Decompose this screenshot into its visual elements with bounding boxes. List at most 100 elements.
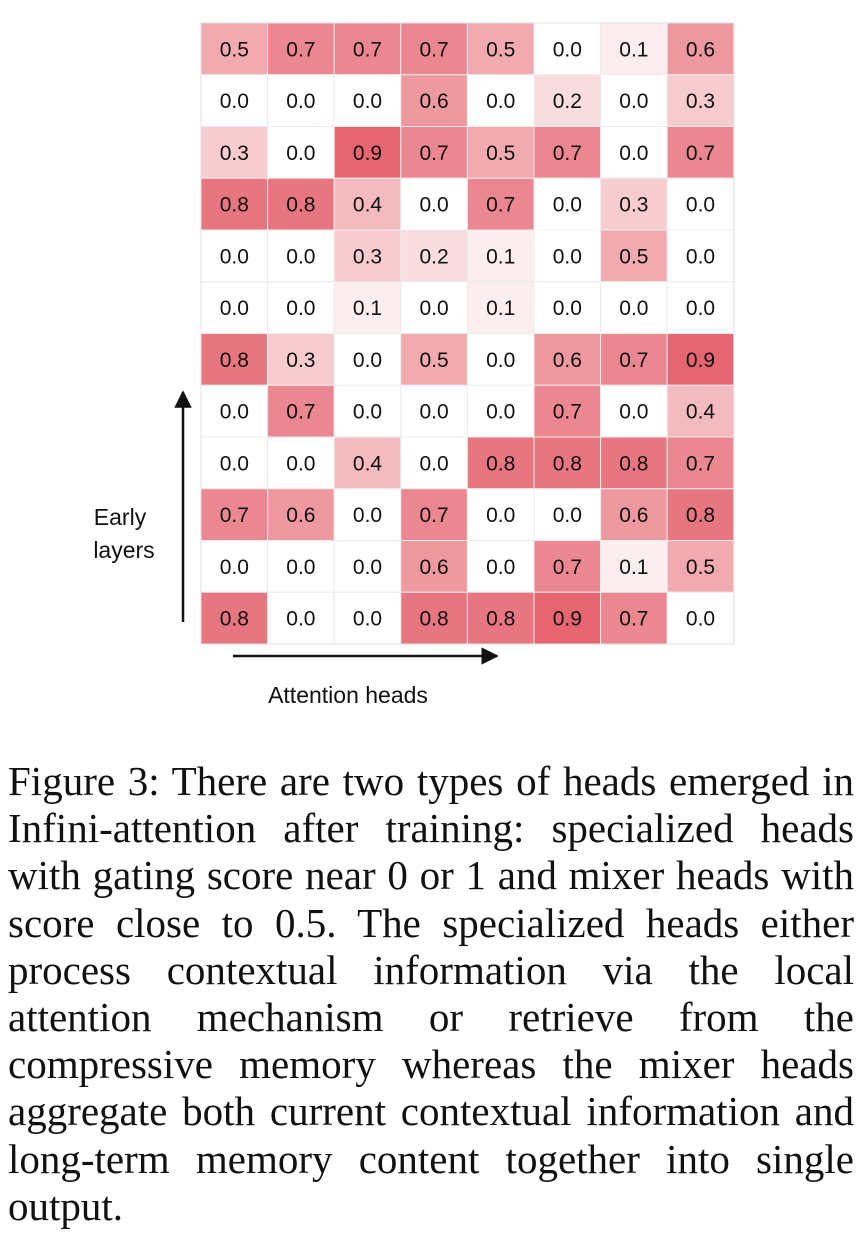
heatmap-value-label: 0.7 xyxy=(486,194,515,217)
heatmap-cell-r3-c6 xyxy=(533,126,602,179)
heatmap-cell-r9-c2 xyxy=(267,436,335,490)
heatmap-cell-r7-c7 xyxy=(600,333,668,386)
heatmap-cell-r12-c4 xyxy=(400,591,468,645)
heatmap-value-label: 0.7 xyxy=(419,504,448,527)
heatmap-value-label: 0.3 xyxy=(619,194,648,217)
heatmap-value-label: 0.0 xyxy=(286,556,315,579)
heatmap-value-label: 0.0 xyxy=(286,90,315,113)
heatmap-value-label: 0.0 xyxy=(220,297,249,320)
heatmap-value-label: 0.8 xyxy=(486,608,515,631)
heatmap-cell-r6-c5 xyxy=(466,281,535,334)
heatmap-value-label: 0.8 xyxy=(220,194,249,217)
heatmap-value-label: 0.0 xyxy=(220,452,249,475)
heatmap-cell-r12-c8 xyxy=(666,591,735,645)
heatmap-cell-r8-c4 xyxy=(400,384,468,438)
heatmap-value-label: 0.3 xyxy=(286,349,315,372)
heatmap-value-label: 0.0 xyxy=(220,90,249,113)
heatmap-value-label: 0.7 xyxy=(419,38,448,61)
heatmap-value-label: 0.0 xyxy=(553,38,582,61)
heatmap-value-label: 0.0 xyxy=(286,297,315,320)
y-axis-label-line-1: Early xyxy=(94,504,147,530)
heatmap-value-label: 0.0 xyxy=(419,194,448,217)
heatmap-value-label: 0.0 xyxy=(553,194,582,217)
figure-caption: Figure 3: There are two types of heads e… xyxy=(8,758,854,1229)
heatmap-value-label: 0.0 xyxy=(419,401,448,424)
heatmap-cell-r8-c7 xyxy=(600,384,668,438)
heatmap-value-label: 0.7 xyxy=(419,142,448,165)
heatmap-value-label: 0.0 xyxy=(686,245,715,268)
heatmap-value-label: 0.4 xyxy=(686,401,716,424)
heatmap-value-label: 0.7 xyxy=(619,349,648,372)
heatmap-value-label: 0.0 xyxy=(419,452,448,475)
heatmap-cell-r5-c8 xyxy=(666,229,735,283)
heatmap-cell-r11-c5 xyxy=(466,540,535,593)
heatmap-cell-r11-c2 xyxy=(267,540,335,593)
heatmap-value-label: 0.5 xyxy=(486,38,515,61)
heatmap-cell-r9-c4 xyxy=(400,436,468,490)
heatmap-cell-r10-c3 xyxy=(333,488,402,541)
heatmap-value-label: 0.6 xyxy=(286,504,315,527)
heatmap-cell-r5-c3 xyxy=(333,229,402,283)
heatmap-value-label: 0.0 xyxy=(686,194,715,217)
heatmap-value-label: 0.5 xyxy=(619,245,648,268)
heatmap-value-label: 0.8 xyxy=(553,452,582,475)
heatmap-value-label: 0.0 xyxy=(353,608,382,631)
heatmap-cell-r3-c7 xyxy=(600,126,668,179)
heatmap-value-label: 0.8 xyxy=(220,349,249,372)
heatmap-value-label: 0.3 xyxy=(220,142,249,165)
heatmap-cell-r12-c6 xyxy=(533,591,602,645)
heatmap-value-label: 0.0 xyxy=(686,608,715,631)
heatmap-value-label: 0.9 xyxy=(553,608,582,631)
heatmap-value-label: 0.8 xyxy=(286,194,315,217)
heatmap-value-label: 0.7 xyxy=(353,38,382,61)
heatmap-cell-r6-c8 xyxy=(666,281,735,334)
heatmap-value-label: 0.7 xyxy=(286,401,315,424)
heatmap-cell-r9-c6 xyxy=(533,436,602,490)
heatmap-cell-r11-c3 xyxy=(333,540,402,593)
heatmap-value-label: 0.0 xyxy=(553,504,582,527)
heatmap-cell-r5-c6 xyxy=(533,229,602,283)
heatmap-value-label: 0.0 xyxy=(686,297,715,320)
heatmap-cell-r2-c2 xyxy=(267,74,335,127)
heatmap-value-label: 0.7 xyxy=(686,142,715,165)
heatmap-value-label: 0.7 xyxy=(553,401,582,424)
heatmap-value-label: 0.5 xyxy=(220,38,249,61)
heatmap-cells: 0.5 0.7 0.7 0.7 0.5 0.0 0.1 0.6 0.0 0.0 0.0 0.6 0.0 0… xyxy=(200,22,735,645)
heatmap-value-label: 0.7 xyxy=(286,38,315,61)
y-axis-label-line-2: layers xyxy=(93,537,154,563)
heatmap-value-label: 0.0 xyxy=(353,90,382,113)
heatmap-value-label: 0.1 xyxy=(619,556,648,579)
heatmap-value-label: 0.7 xyxy=(686,452,715,475)
heatmap-cell-r7-c4 xyxy=(400,333,468,386)
heatmap-cell-r3-c3 xyxy=(333,126,402,179)
heatmap-value-label: 0.6 xyxy=(686,38,715,61)
heatmap-border xyxy=(200,22,735,645)
heatmap-value-label: 0.0 xyxy=(486,349,515,372)
heatmap-value-label: 0.0 xyxy=(353,401,382,424)
heatmap-value-label: 0.6 xyxy=(553,349,582,372)
heatmap-cell-r1-c7 xyxy=(600,22,668,76)
heatmap-value-label: 0.8 xyxy=(486,452,515,475)
heatmap-value-label: 0.0 xyxy=(619,401,648,424)
heatmap-value-label: 0.0 xyxy=(286,608,315,631)
heatmap-value-label: 0.3 xyxy=(686,90,715,113)
heatmap-value-label: 0.0 xyxy=(619,297,648,320)
heatmap-value-label: 0.5 xyxy=(486,142,515,165)
heatmap-cell-r7-c8 xyxy=(666,333,735,386)
heatmap-cell-r8-c1 xyxy=(200,384,269,438)
heatmap-value-label: 0.8 xyxy=(220,608,249,631)
heatmap-cell-r1-c5 xyxy=(466,22,535,76)
heatmap-value-label: 0.8 xyxy=(419,608,448,631)
heatmap-value-label: 0.7 xyxy=(220,504,249,527)
heatmap-cell-r7-c5 xyxy=(466,333,535,386)
heatmap-cell-r4-c4 xyxy=(400,177,468,231)
heatmap-value-label: 0.2 xyxy=(553,90,582,113)
heatmap-value-label: 0.8 xyxy=(686,504,715,527)
heatmap-cell-r8-c2 xyxy=(267,384,335,438)
heatmap-cell-r12-c5 xyxy=(466,591,535,645)
heatmap-cell-r3-c1 xyxy=(200,126,269,179)
heatmap-value-label: 0.1 xyxy=(619,38,648,61)
heatmap-value-label: 0.0 xyxy=(486,556,515,579)
heatmap-cell-r1-c1 xyxy=(200,22,269,76)
heatmap-value-label: 0.0 xyxy=(553,297,582,320)
